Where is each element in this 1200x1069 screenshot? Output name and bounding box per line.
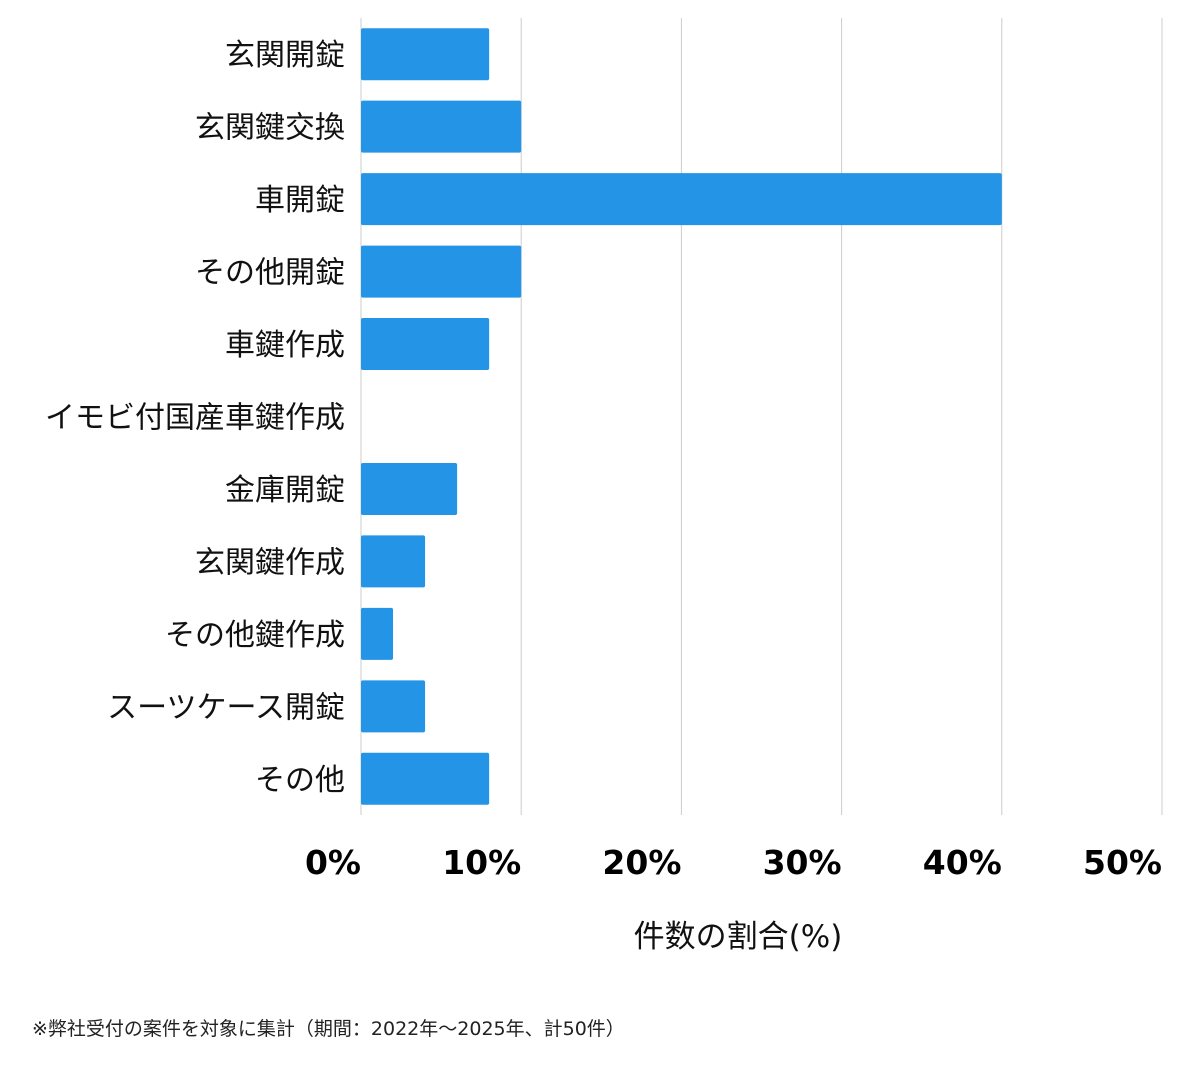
category-label-8: その他鍵作成 bbox=[165, 618, 345, 653]
bar-9 bbox=[361, 680, 426, 733]
category-labels: 玄関開錠玄関鍵交換車開錠その他開錠車鍵作成イモビ付国産車鍵作成金庫開錠玄関鍵作成… bbox=[45, 38, 345, 798]
category-label-6: 金庫開錠 bbox=[225, 473, 345, 508]
category-label-10: その他 bbox=[255, 763, 345, 798]
bar-4 bbox=[361, 318, 490, 371]
footnote: ※弊社受付の案件を対象に集計（期間：2022年〜2025年、計50件） bbox=[32, 1018, 625, 1040]
bar-2 bbox=[361, 173, 1002, 226]
bar-7 bbox=[361, 535, 426, 588]
bar-8 bbox=[361, 607, 394, 660]
x-axis-title: 件数の割合(%) bbox=[634, 919, 843, 955]
category-label-0: 玄関開錠 bbox=[225, 38, 345, 73]
category-label-3: その他開錠 bbox=[195, 256, 345, 291]
grid-lines bbox=[360, 18, 1163, 815]
category-label-7: 玄関鍵作成 bbox=[195, 545, 345, 580]
x-tick-label-2: 20% bbox=[602, 843, 681, 882]
category-label-1: 玄関鍵交換 bbox=[195, 111, 345, 146]
x-tick-label-3: 30% bbox=[763, 843, 842, 882]
bar-3 bbox=[361, 245, 522, 298]
bars bbox=[361, 28, 1002, 805]
bar-6 bbox=[361, 462, 458, 515]
bar-1 bbox=[361, 100, 522, 153]
bar-0 bbox=[361, 28, 490, 81]
category-label-2: 車開錠 bbox=[255, 183, 345, 218]
category-label-5: イモビ付国産車鍵作成 bbox=[45, 401, 345, 436]
x-tick-label-4: 40% bbox=[923, 843, 1002, 882]
category-label-9: スーツケース開錠 bbox=[107, 690, 345, 725]
x-tick-label-5: 50% bbox=[1083, 843, 1162, 882]
bar-10 bbox=[361, 752, 490, 805]
x-tick-labels: 0% 10% 20% 30% 40% 50% bbox=[305, 843, 1162, 882]
x-tick-label-1: 10% bbox=[442, 843, 521, 882]
category-label-4: 車鍵作成 bbox=[225, 328, 345, 363]
x-tick-label-0: 0% bbox=[305, 843, 361, 882]
